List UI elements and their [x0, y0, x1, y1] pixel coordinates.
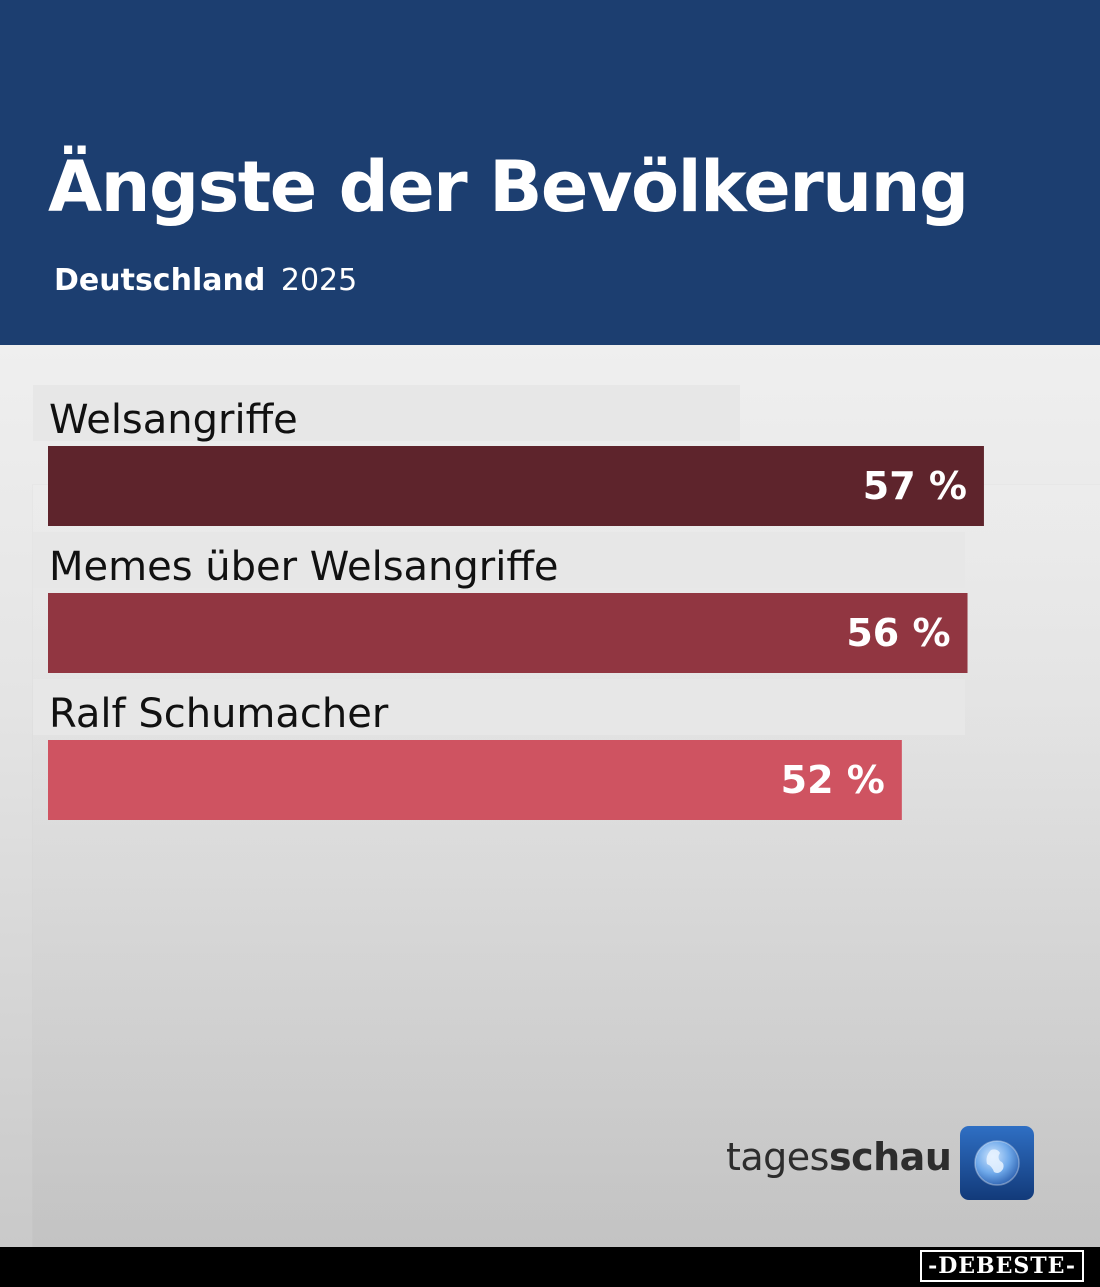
category-label-bg: [33, 532, 965, 588]
wordmark-prefix: tages: [726, 1135, 829, 1179]
bar: [48, 740, 902, 820]
category-label-bg: [33, 385, 740, 441]
bottom-strip: [0, 1247, 1100, 1287]
category-label: Ralf Schumacher: [49, 691, 389, 737]
category-label-bg: [33, 679, 965, 735]
bar-value-label: 52 %: [781, 758, 885, 802]
subtitle-year: 2025: [280, 263, 358, 298]
subtitle-region: Deutschland: [54, 263, 266, 298]
bar-value-label: 56 %: [846, 611, 950, 655]
bar: [48, 446, 984, 526]
category-label: Welsangriffe: [49, 397, 298, 443]
category-label: Memes über Welsangriffe: [49, 544, 559, 590]
bar-value-label: 57 %: [863, 464, 967, 508]
bar: [48, 593, 968, 673]
chart-title: Ängste der Bevölkerung: [48, 146, 969, 228]
tagesschau-globe-icon: [960, 1126, 1034, 1200]
chart-subtitle: Deutschland 2025: [54, 266, 357, 296]
tagesschau-wordmark: tagesschau: [726, 1135, 952, 1179]
debeste-watermark: -DEBESTE-: [920, 1250, 1084, 1283]
wordmark-bold: schau: [828, 1135, 952, 1179]
header: Ängste der Bevölkerung Deutschland 2025: [0, 0, 1100, 345]
